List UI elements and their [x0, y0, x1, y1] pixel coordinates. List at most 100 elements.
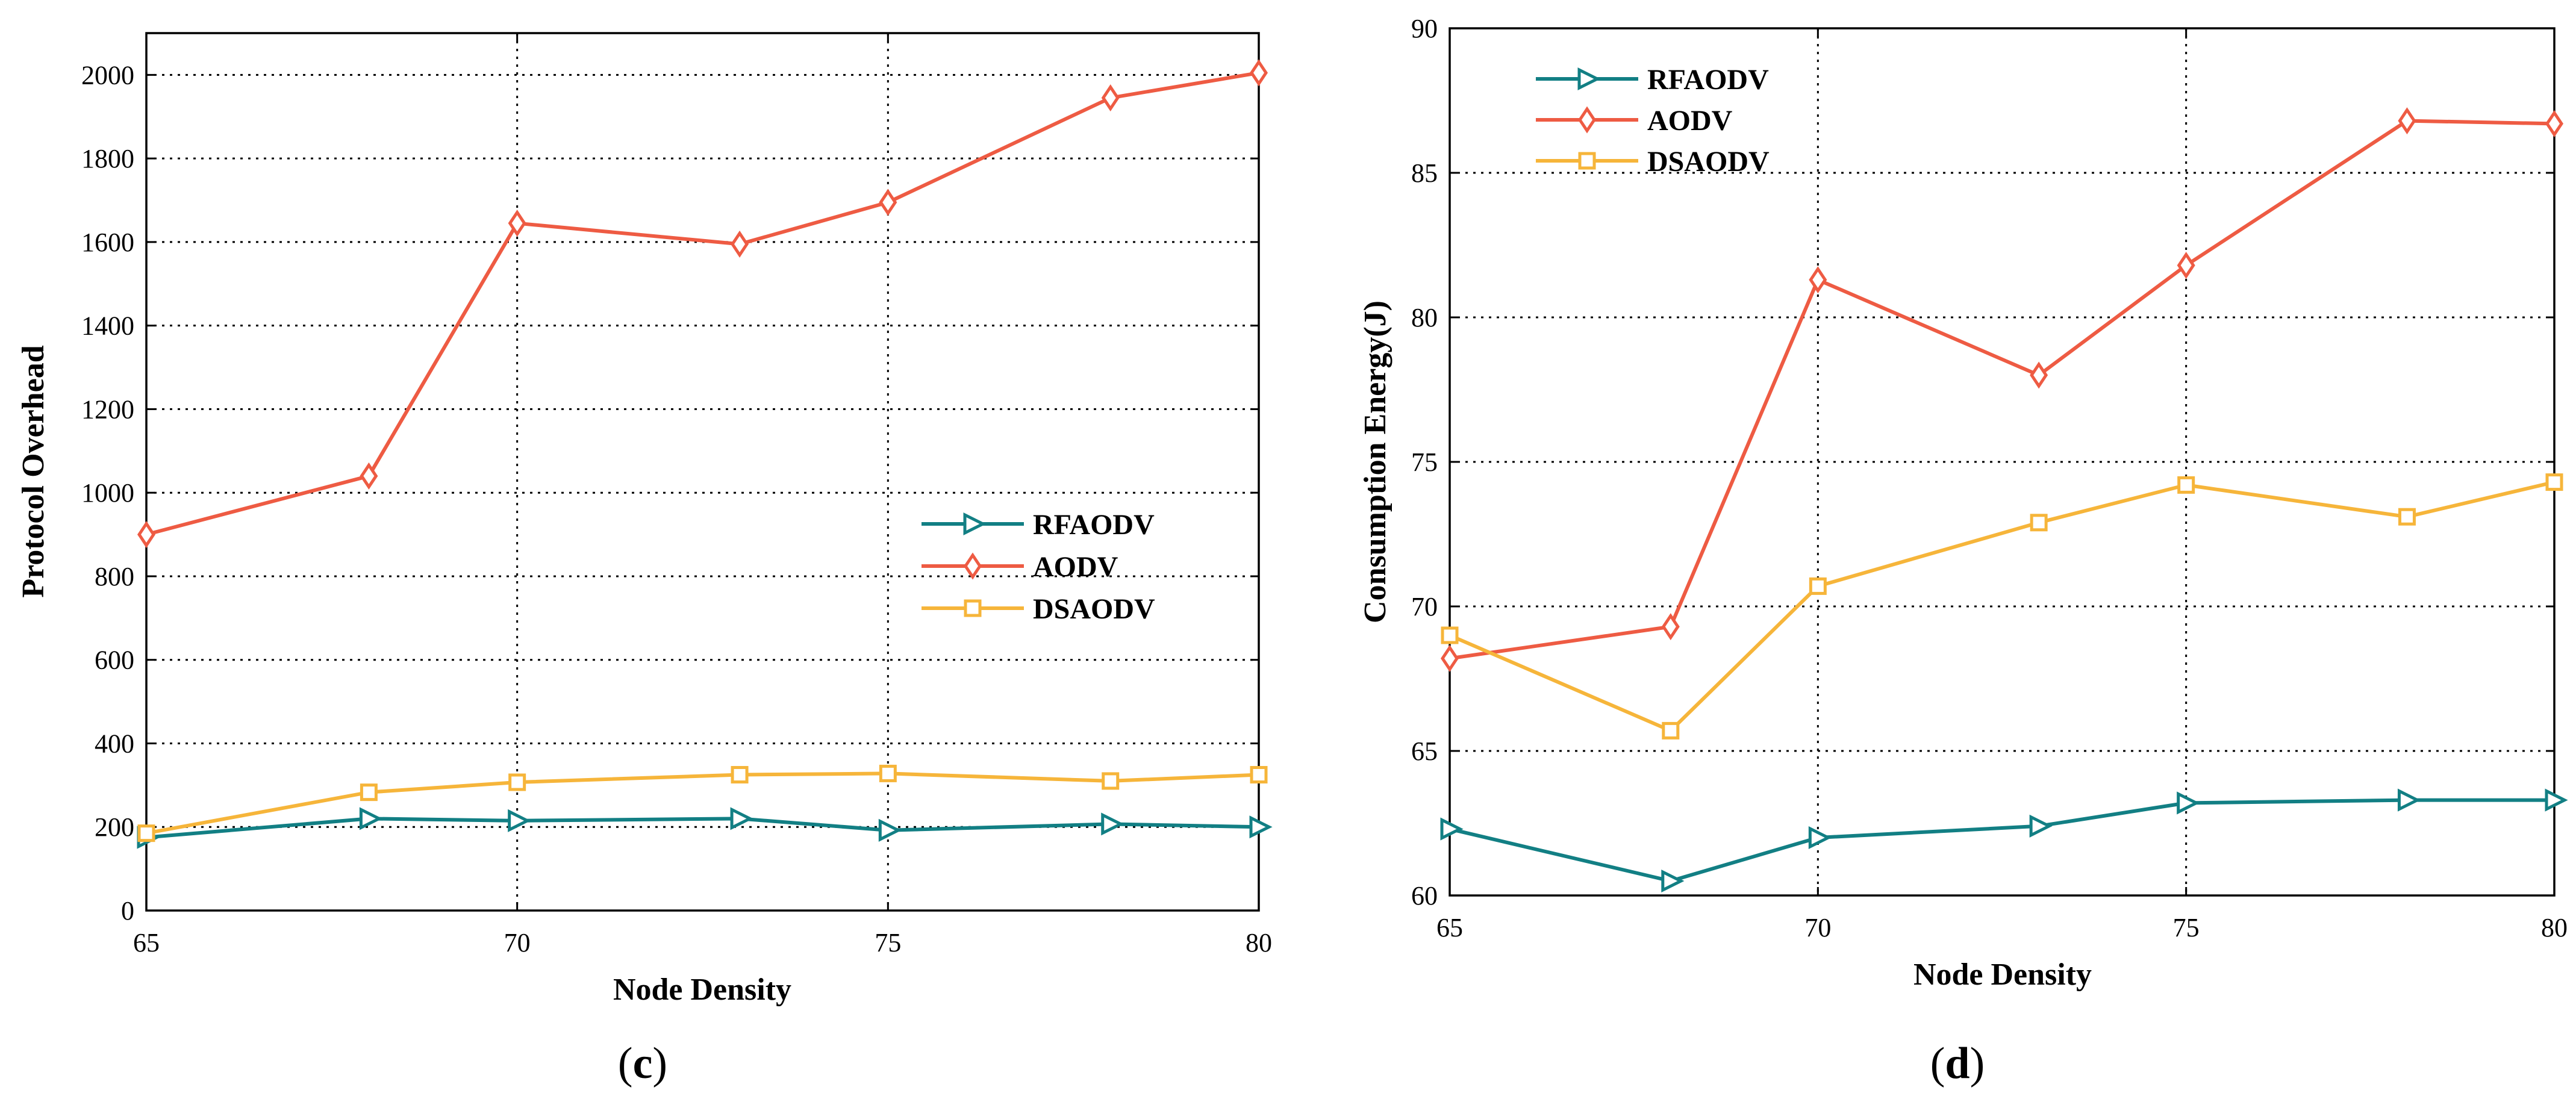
- chart-d-y-axis-label: Consumption Energy(J): [1358, 300, 1392, 623]
- chart-d-y-tick-label: 80: [1411, 303, 1438, 332]
- chart-d-point-rfaodv: [2029, 814, 2053, 838]
- chart-c-y-tick-label: 800: [95, 562, 134, 591]
- chart-c-point-dsaodv: [360, 783, 378, 802]
- chart-d-caption-letter: d: [1945, 1039, 1969, 1088]
- chart-c-point-dsaodv: [879, 764, 897, 782]
- chart-d-x-axis-label: Node Density: [1913, 957, 2092, 992]
- chart-c-point-rfaodv: [508, 809, 531, 832]
- chart-c-point-aodv: [879, 188, 897, 216]
- chart-c-y-tick-label: 1400: [81, 311, 134, 341]
- chart-d-caption: (d): [1930, 1039, 1985, 1088]
- chart-d-grid: [1450, 28, 2554, 895]
- chart-c-y-tick-label: 1000: [81, 478, 134, 508]
- chart-d-point-rfaodv: [2177, 791, 2200, 815]
- chart-c-point-dsaodv: [508, 773, 526, 791]
- chart-c-y-tick-label: 2000: [81, 60, 134, 90]
- chart-d-point-rfaodv: [1808, 826, 1832, 850]
- chart-d-y-tick-label: 70: [1411, 592, 1438, 621]
- chart-c-legend-marker-aodv: [963, 552, 982, 580]
- chart-c-x-axis-label: Node Density: [613, 973, 791, 1007]
- chart-c-point-aodv: [360, 462, 378, 490]
- chart-d-point-aodv: [2398, 107, 2416, 135]
- chart-d-x-tick-label: 80: [2541, 913, 2568, 942]
- chart-d-y-tick-label: 90: [1411, 14, 1438, 43]
- chart-c-y-tick-label: 400: [95, 729, 134, 758]
- chart-c-point-aodv: [508, 210, 526, 237]
- chart-d-y-tick-label: 75: [1411, 447, 1438, 477]
- chart-c-x-tick-label: 75: [875, 928, 901, 957]
- chart-c-point-aodv: [1101, 84, 1120, 112]
- chart-d-legend-marker-dsaodv: [1578, 152, 1596, 170]
- chart-c-series-dsaodv: [137, 764, 1268, 842]
- chart-d-y-tick-label: 60: [1411, 881, 1438, 911]
- chart-c-x-tick-label: 70: [504, 928, 531, 957]
- chart-d-point-dsaodv: [2398, 508, 2416, 526]
- chart-d-point-dsaodv: [2030, 514, 2048, 532]
- chart-c-point-dsaodv: [1102, 772, 1120, 790]
- chart-c-y-tick-label: 600: [95, 646, 134, 675]
- chart-d-point-aodv: [2545, 110, 2564, 137]
- chart-c-legend-marker-rfaodv: [963, 512, 987, 536]
- chart-d-legend-label-rfaodv: RFAODV: [1647, 64, 1769, 96]
- chart-c-y-tick-label: 1800: [81, 144, 134, 173]
- chart-d-point-aodv: [2177, 252, 2195, 279]
- chart-c-point-rfaodv: [1249, 815, 1273, 839]
- chart-c-y-axis-label: Protocol Overhead: [16, 345, 51, 597]
- chart-d-point-dsaodv: [2545, 473, 2563, 491]
- chart-c-point-dsaodv: [731, 766, 749, 784]
- chart-d-y-tick-label: 65: [1411, 736, 1438, 766]
- chart-d-point-rfaodv: [1440, 817, 1464, 841]
- chart-d-x-tick-label: 70: [1804, 913, 1831, 942]
- chart-d-x-tick-label: 75: [2173, 913, 2200, 942]
- chart-d-point-dsaodv: [1662, 721, 1680, 739]
- chart-c-legend-label-aodv: AODV: [1033, 551, 1118, 583]
- chart-d-legend-label-aodv: AODV: [1647, 105, 1733, 137]
- chart-c-point-rfaodv: [359, 807, 382, 830]
- chart-d-point-dsaodv: [1441, 626, 1459, 644]
- chart-c-x-tick-label: 65: [133, 928, 160, 957]
- chart-d-legend: RFAODV AODV DSAODV: [1536, 64, 1770, 178]
- chart-c-point-dsaodv: [137, 824, 155, 842]
- chart-c-legend-marker-dsaodv: [964, 599, 982, 617]
- chart-c-y-tick-label: 1200: [81, 394, 134, 424]
- chart-d-point-rfaodv: [1661, 869, 1685, 893]
- chart-c-plot-frame: [145, 32, 1260, 912]
- chart-c-point-aodv: [137, 521, 156, 549]
- chart-c-y-tick-label: 1600: [81, 228, 134, 257]
- chart-d-series-aodv: [1440, 107, 2564, 672]
- chart-d-point-dsaodv: [2177, 476, 2195, 494]
- chart-d-series-dsaodv: [1441, 473, 2563, 739]
- chart-d-point-dsaodv: [1809, 577, 1827, 595]
- chart-c-point-rfaodv: [878, 818, 902, 842]
- chart-c-caption: (c): [618, 1039, 667, 1088]
- chart-d-legend-marker-rfaodv: [1577, 67, 1601, 91]
- chart-c-y-tick-label: 200: [95, 812, 134, 842]
- chart-c-point-aodv: [1249, 59, 1268, 87]
- chart-c-protocol-overhead: 65 70 75 8002004006008001000120014001600180…: [16, 32, 1273, 1088]
- chart-c-x-tick-label: 80: [1246, 928, 1272, 957]
- chart-d-series-rfaodv: [1440, 788, 2568, 893]
- chart-c-point-rfaodv: [1101, 812, 1124, 836]
- chart-c-caption-letter: c: [633, 1039, 653, 1088]
- chart-c-point-dsaodv: [1250, 766, 1268, 784]
- chart-d-y-tick-label: 85: [1411, 158, 1438, 188]
- chart-c-legend-label-rfaodv: RFAODV: [1033, 509, 1155, 541]
- chart-c-series-rfaodv: [137, 807, 1273, 849]
- chart-c-legend-label-dsaodv: DSAODV: [1033, 593, 1155, 625]
- chart-d-legend-label-dsaodv: DSAODV: [1647, 146, 1770, 178]
- chart-c-series-aodv: [137, 59, 1268, 549]
- chart-d-point-aodv: [1809, 266, 1827, 294]
- chart-d-point-aodv: [1661, 613, 1680, 641]
- chart-c-legend: RFAODV AODV DSAODV: [922, 509, 1155, 625]
- chart-d-point-aodv: [2030, 361, 2048, 389]
- chart-c-y-tick-label: 0: [121, 896, 134, 926]
- chart-c-point-rfaodv: [730, 807, 753, 830]
- chart-d-legend-marker-aodv: [1577, 106, 1597, 134]
- chart-d-point-aodv: [1440, 644, 1459, 672]
- chart-d-point-rfaodv: [2545, 788, 2568, 812]
- chart-c-point-aodv: [731, 230, 749, 258]
- chart-d-x-tick-label: 65: [1436, 913, 1463, 942]
